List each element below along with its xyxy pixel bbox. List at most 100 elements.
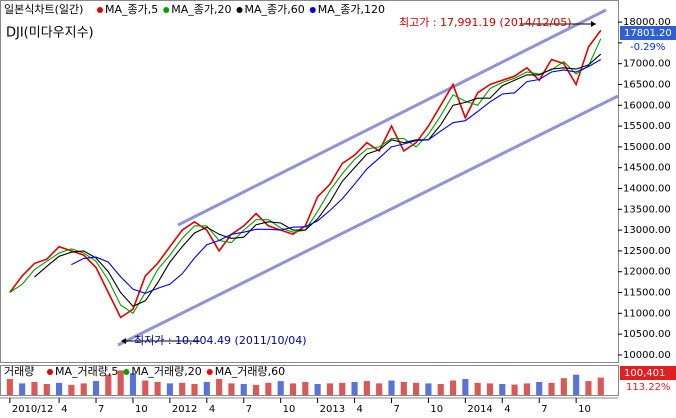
volume-bar: [326, 383, 334, 395]
volume-bar: [252, 384, 260, 395]
volume-legend-entry: MA_거래량,5: [55, 365, 118, 378]
x-tick-label: 2014: [467, 404, 492, 415]
last-volume: 100,401: [624, 368, 665, 379]
volume-bar: [19, 383, 26, 395]
x-tick-label: 4: [61, 404, 67, 415]
volume-bar: [449, 380, 457, 395]
y-tick-label: 16500.00: [623, 79, 671, 90]
volume-bar: [129, 373, 137, 395]
y-tick-label: 12500.00: [623, 246, 671, 257]
y-tick-label: 16000.00: [623, 100, 671, 111]
channel-lower: [117, 94, 619, 347]
x-tick-label: 2012: [172, 404, 197, 415]
volume-bar: [400, 381, 407, 395]
plot-frame: [0, 0, 619, 363]
volume-bar: [203, 381, 210, 395]
volume-change: 113.22%: [626, 382, 671, 393]
y-tick-label: 11500.00: [623, 288, 671, 299]
volume-bar: [597, 377, 604, 395]
y-tick-label: 10500.00: [623, 329, 671, 340]
x-tick-label: 7: [246, 404, 252, 415]
y-tick-label: 13500.00: [623, 204, 671, 215]
legend-dot: [309, 7, 316, 13]
volume-legend-dot: [123, 369, 130, 375]
high-annotation: 최고가 : 17,991.19 (2014/12/05): [399, 16, 572, 29]
volume-bar: [425, 383, 432, 395]
volume-bar: [339, 382, 346, 395]
volume-legend-entry: MA_거래량,20: [131, 365, 201, 378]
volume-bar: [277, 381, 284, 395]
legend-entry: MA_종가,120: [318, 3, 385, 16]
x-tick-label: 7: [98, 404, 104, 415]
y-tick-label: 14500.00: [623, 163, 671, 174]
volume-bar: [80, 383, 87, 395]
ma-line: [34, 53, 602, 307]
volume-bar: [573, 374, 580, 395]
marks: [6, 29, 604, 395]
x-tick-label: 10: [578, 404, 591, 415]
volume-bar: [191, 383, 198, 395]
ma-line: [9, 29, 602, 319]
volume-bar: [314, 383, 321, 395]
volume-bar: [413, 382, 420, 395]
volume-bar: [437, 383, 444, 395]
volume-bar: [56, 382, 63, 395]
x-tick-label: 4: [357, 404, 363, 415]
legend-dot: [97, 7, 103, 13]
volume-bar: [351, 381, 358, 395]
volume-bar: [31, 381, 38, 395]
volume-bar: [216, 379, 223, 395]
channel-upper: [177, 8, 607, 227]
legend-dot: [163, 7, 170, 13]
x-tick-label: 2010/12: [12, 404, 54, 415]
high-arrowhead: [591, 21, 596, 27]
volume-bar: [289, 383, 297, 395]
volume-frame: [0, 365, 619, 396]
volume-bar: [536, 381, 543, 395]
last-price-badge: [620, 26, 676, 40]
legend-entry: MA_종가,20: [171, 3, 231, 16]
volume-bar: [474, 382, 481, 395]
volume-legend-dot: [206, 369, 213, 375]
volume-bar: [179, 382, 186, 395]
y-tick-label: 18000.00: [623, 17, 671, 28]
ma-line: [71, 59, 602, 294]
volume-bar: [6, 379, 13, 395]
volume-bar: [92, 381, 100, 395]
volume-bar: [302, 381, 309, 395]
volume-bar: [142, 380, 149, 395]
y-tick-label: 12000.00: [623, 267, 671, 278]
volume-title: 거래량: [4, 365, 34, 378]
y-tick-label: 10000.00: [623, 350, 671, 361]
volume-bar: [43, 383, 50, 395]
volume-legend-entry: MA_거래량,60: [215, 365, 285, 378]
x-tick-label: 7: [393, 404, 399, 415]
volume-bar: [228, 383, 235, 395]
legend-entry: MA_종가,60: [245, 3, 305, 16]
price-change: -0.29%: [630, 42, 665, 53]
x-tick-label: 7: [541, 404, 547, 415]
last-price: 17801.20: [624, 28, 672, 39]
chart-title: 일본식차트(일간): [4, 2, 83, 16]
volume-bar: [154, 381, 161, 395]
x-tick-label: 4: [209, 404, 215, 415]
volume-legend-dot: [47, 369, 53, 375]
volume-bar: [462, 379, 469, 395]
y-tick-label: 17000.00: [623, 59, 671, 70]
low-annotation: 최저가 : 10,404.49 (2011/10/04): [134, 334, 307, 347]
x-tick-label: 10: [430, 404, 443, 415]
last-volume-badge: [620, 366, 676, 380]
volume-bar: [560, 378, 567, 395]
volume-bar: [486, 383, 494, 395]
volume-bar: [166, 383, 173, 395]
y-tick-label: 13000.00: [623, 225, 671, 236]
volume-bar: [376, 383, 383, 395]
x-tick-label: 2013: [320, 404, 345, 415]
volume-bar: [388, 380, 395, 395]
volume-bar: [511, 384, 518, 395]
low-arrowhead: [121, 338, 126, 344]
volume-bar: [523, 383, 530, 395]
x-tick-label: 4: [504, 404, 510, 415]
chart-subtitle: DJI(미다우지수): [6, 26, 94, 41]
